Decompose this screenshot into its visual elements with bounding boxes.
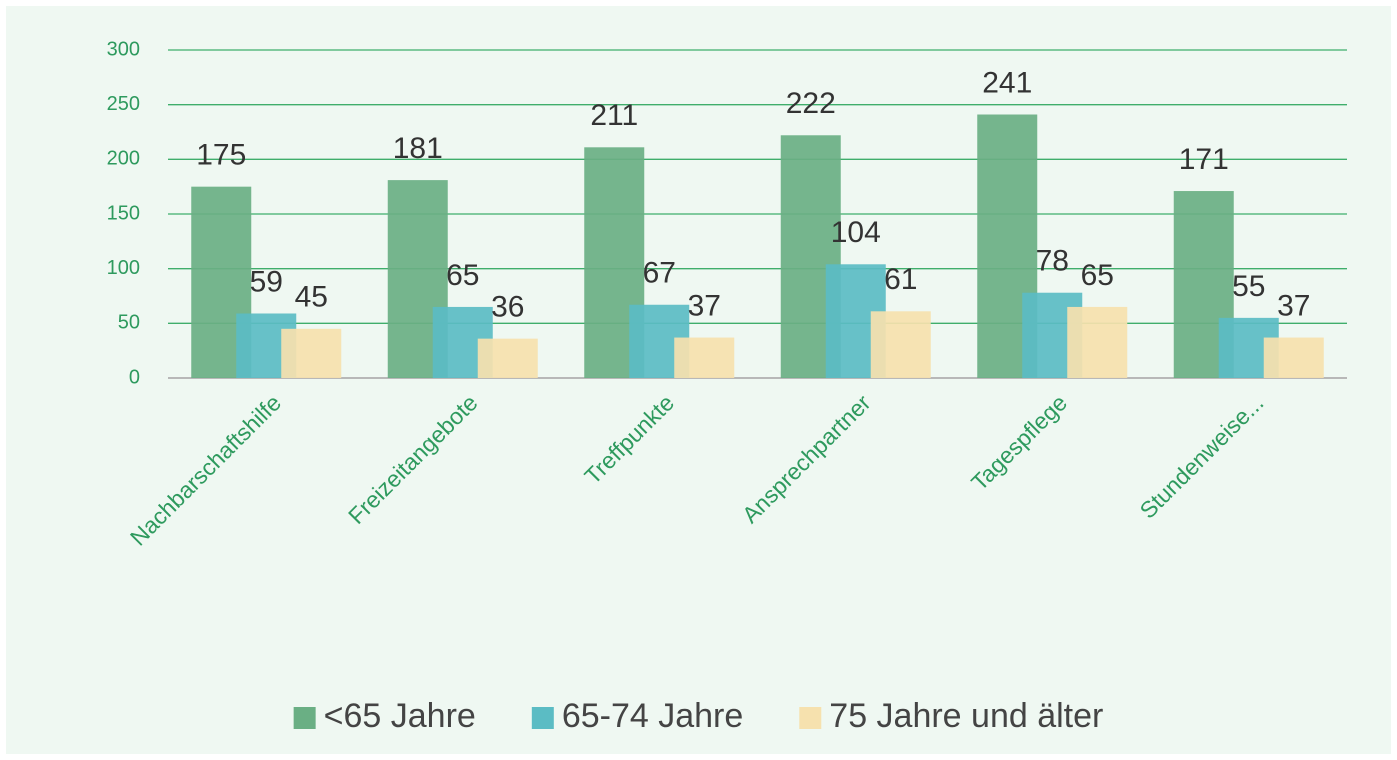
legend-label: 75 Jahre und älter <box>829 697 1103 735</box>
data-label: 181 <box>393 132 443 165</box>
bar <box>477 338 538 378</box>
data-label: 67 <box>643 257 676 290</box>
data-label: 45 <box>295 281 328 314</box>
y-tick-label: 200 <box>107 148 140 170</box>
data-label: 37 <box>688 289 721 322</box>
bar <box>674 337 735 378</box>
data-label: 211 <box>590 99 638 132</box>
bar <box>870 311 931 378</box>
bar <box>1067 306 1128 378</box>
data-label: 65 <box>446 259 479 292</box>
legend-label: 65-74 Jahre <box>562 697 743 735</box>
data-label: 78 <box>1036 245 1069 278</box>
legend-swatch <box>799 707 822 729</box>
data-label: 171 <box>1179 143 1229 176</box>
legend-swatch <box>293 707 316 729</box>
data-label: 55 <box>1232 270 1265 303</box>
data-label: 222 <box>786 87 836 120</box>
data-label: 175 <box>196 139 246 172</box>
y-tick-label: 0 <box>129 366 140 388</box>
y-tick-label: 150 <box>107 202 140 224</box>
legend-swatch <box>531 707 554 729</box>
chart-background <box>6 6 1391 754</box>
data-label: 104 <box>831 216 881 249</box>
y-tick-label: 100 <box>107 257 140 279</box>
bar <box>281 328 342 378</box>
y-tick-label: 250 <box>107 93 140 115</box>
data-label: 37 <box>1277 289 1310 322</box>
data-label: 36 <box>491 291 524 324</box>
data-label: 241 <box>982 66 1032 99</box>
bar <box>1263 337 1324 378</box>
y-tick-label: 50 <box>118 312 140 334</box>
data-label: 65 <box>1081 259 1114 292</box>
data-label: 59 <box>250 265 283 298</box>
legend-label: <65 Jahre <box>324 697 476 735</box>
y-tick-label: 300 <box>107 38 140 60</box>
data-label: 61 <box>884 263 917 296</box>
